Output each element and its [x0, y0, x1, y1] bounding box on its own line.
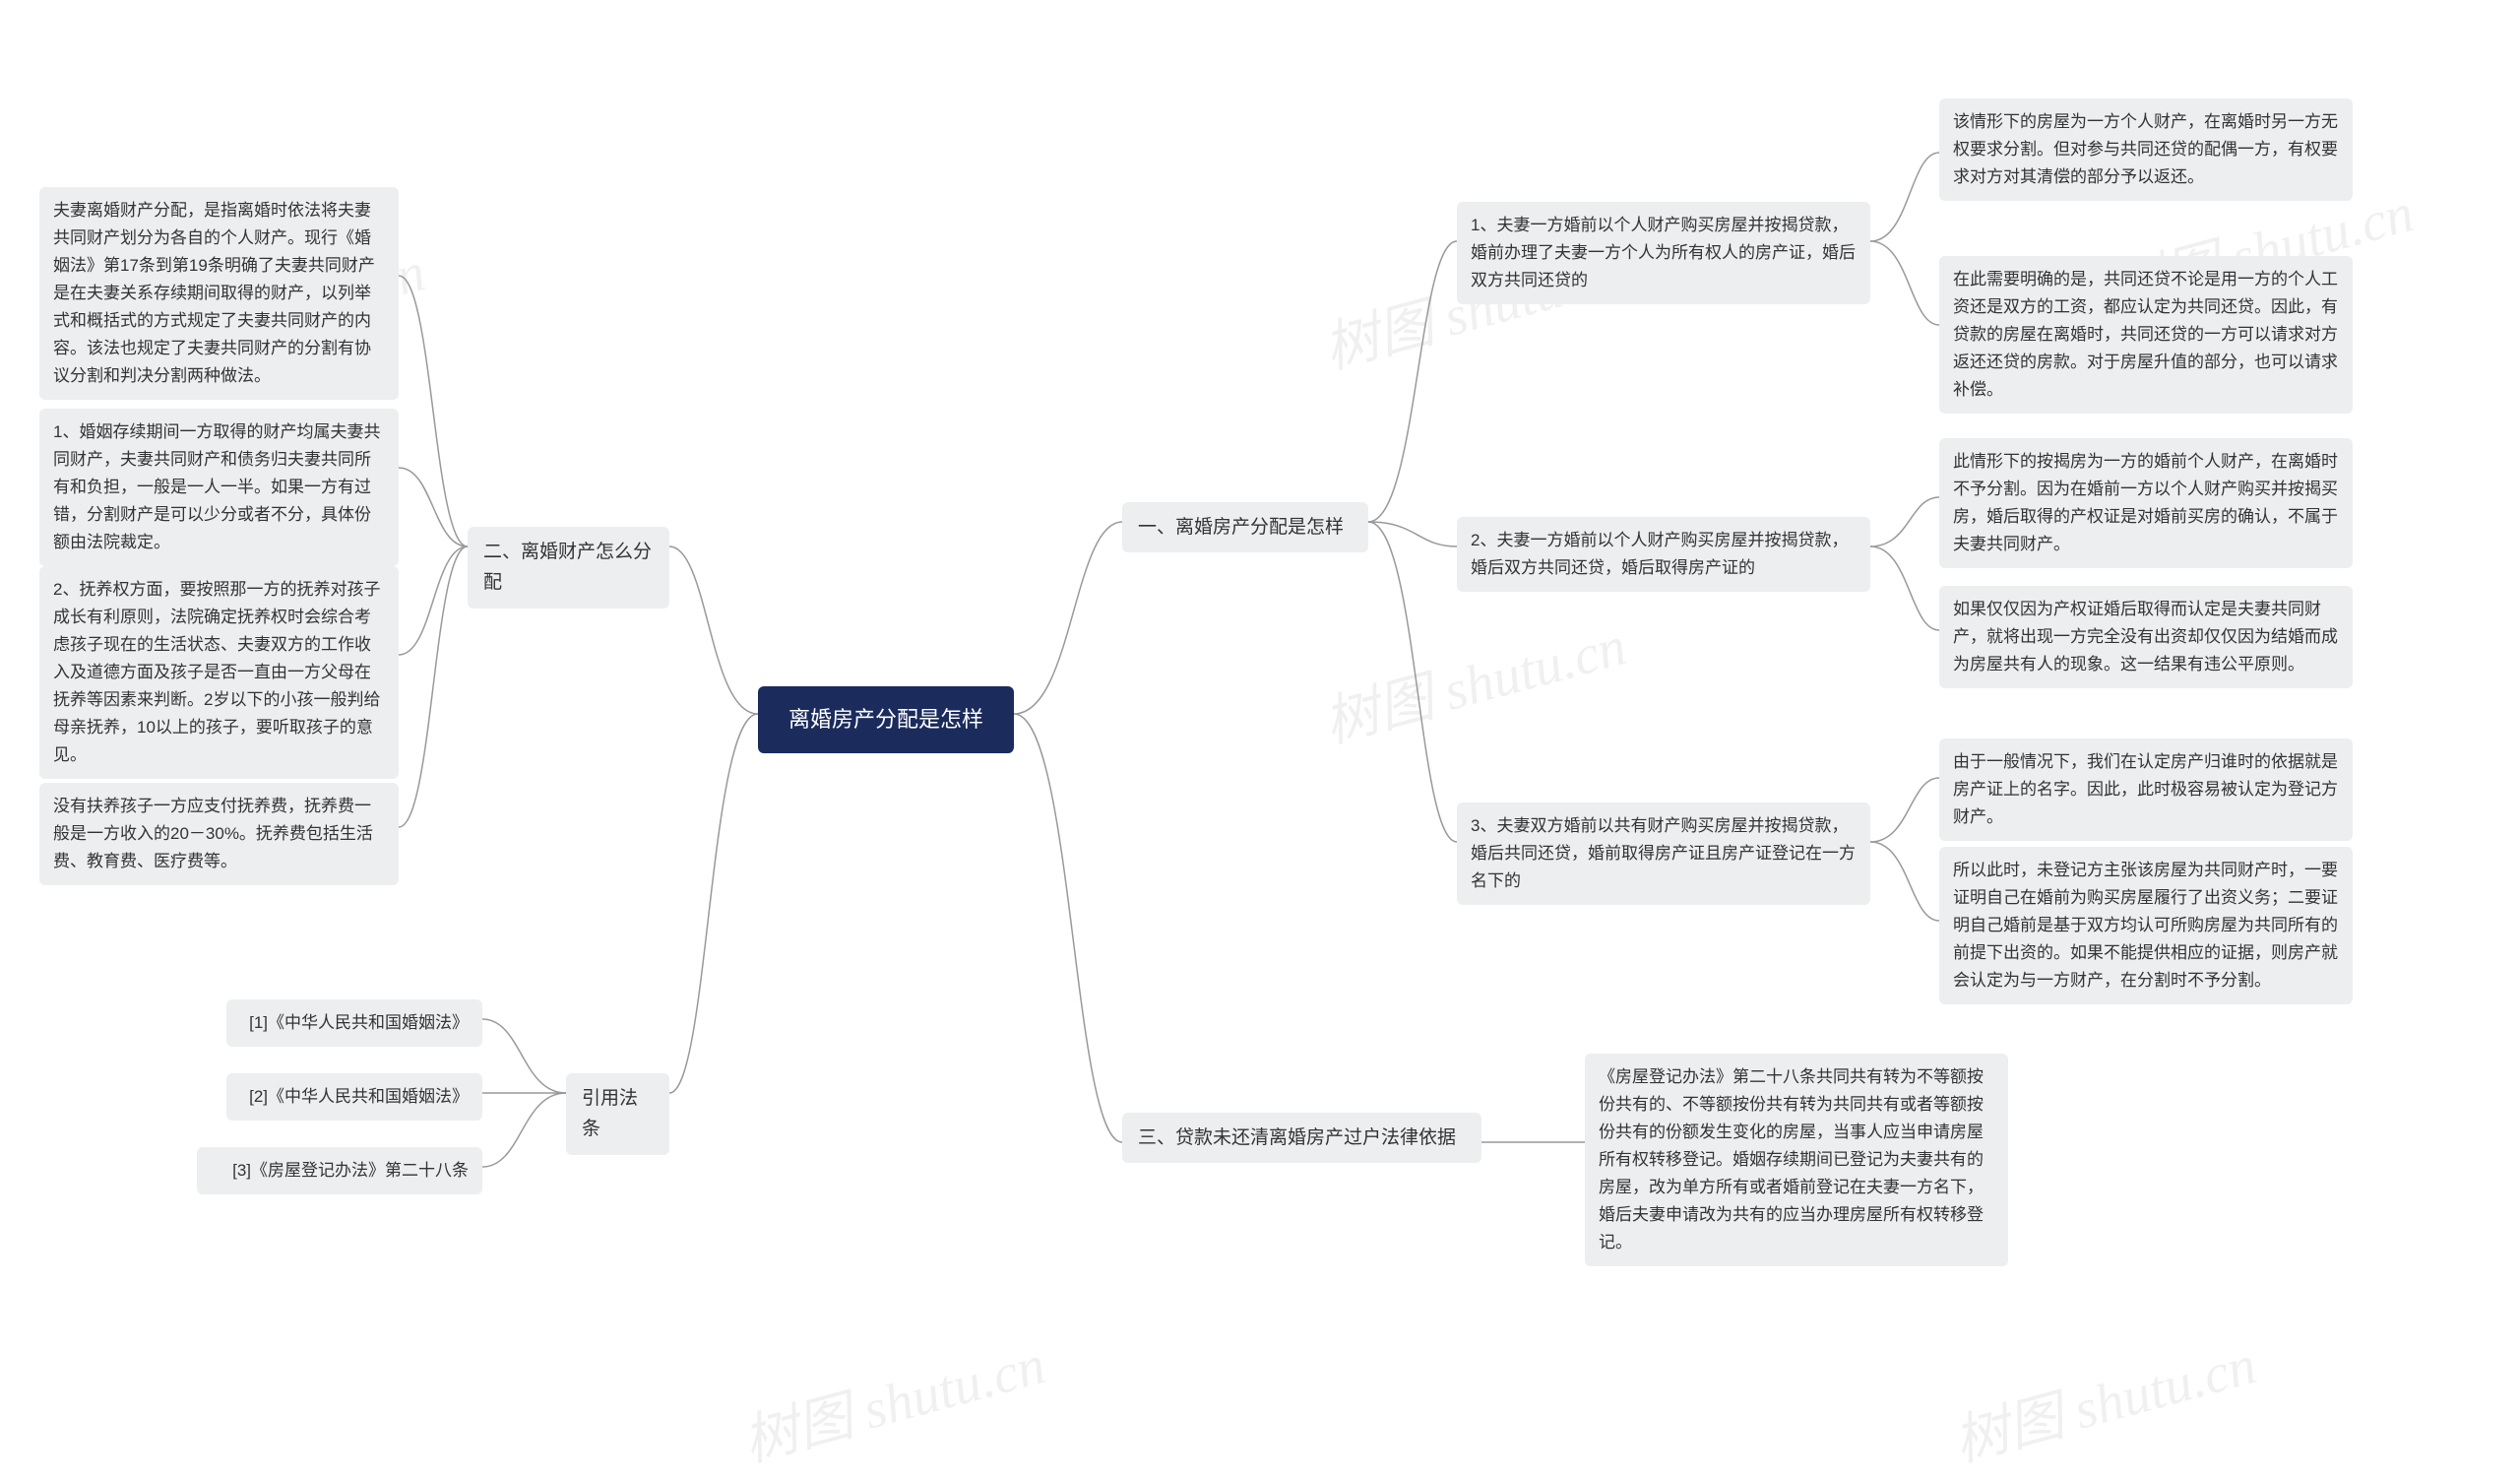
mindmap-root: 离婚房产分配是怎样 — [758, 686, 1014, 753]
watermark: 树图 shutu.cn — [1944, 1320, 2263, 1477]
watermark: 树图 shutu.cn — [1314, 602, 1633, 759]
branch-2-detail-2: 1、婚姻存续期间一方取得的财产均属夫妻共同财产，夫妻共同财产和债务归夫妻共同所有… — [39, 409, 399, 566]
branch-4-ref-2: [2]《中华人民共和国婚姻法》 — [226, 1073, 482, 1121]
branch-1-item-2: 2、夫妻一方婚前以个人财产购买房屋并按揭贷款，婚后双方共同还贷，婚后取得房产证的 — [1457, 517, 1870, 592]
branch-1-item-1-detail-1: 该情形下的房屋为一方个人财产，在离婚时另一方无权要求分割。但对参与共同还贷的配偶… — [1939, 98, 2353, 201]
branch-1-title: 一、离婚房产分配是怎样 — [1122, 502, 1368, 552]
branch-2-title: 二、离婚财产怎么分配 — [468, 527, 669, 609]
branch-1-item-2-detail-1: 此情形下的按揭房为一方的婚前个人财产，在离婚时不予分割。因为在婚前一方以个人财产… — [1939, 438, 2353, 568]
branch-1-item-1: 1、夫妻一方婚前以个人财产购买房屋并按揭贷款，婚前办理了夫妻一方个人为所有权人的… — [1457, 202, 1870, 304]
branch-4-ref-1: [1]《中华人民共和国婚姻法》 — [226, 999, 482, 1047]
branch-3-detail: 《房屋登记办法》第二十八条共同共有转为不等额按份共有的、不等额按份共有转为共同共… — [1585, 1054, 2008, 1266]
branch-2-detail-3: 2、抚养权方面，要按照那一方的抚养对孩子成长有利原则，法院确定抚养权时会综合考虑… — [39, 566, 399, 779]
branch-4-ref-3: [3]《房屋登记办法》第二十八条 — [197, 1147, 482, 1194]
branch-1-item-3-detail-1: 由于一般情况下，我们在认定房产归谁时的依据就是房产证上的名字。因此，此时极容易被… — [1939, 738, 2353, 841]
branch-1-item-3-detail-2: 所以此时，未登记方主张该房屋为共同财产时，一要证明自己在婚前为购买房屋履行了出资… — [1939, 847, 2353, 1004]
branch-2-detail-4: 没有扶养孩子一方应支付抚养费，抚养费一般是一方收入的20－30%。抚养费包括生活… — [39, 783, 399, 885]
branch-1-item-1-detail-2: 在此需要明确的是，共同还贷不论是用一方的个人工资还是双方的工资，都应认定为共同还… — [1939, 256, 2353, 414]
branch-1-item-3: 3、夫妻双方婚前以共有财产购买房屋并按揭贷款，婚后共同还贷，婚前取得房产证且房产… — [1457, 803, 1870, 905]
branch-4-title: 引用法条 — [566, 1073, 669, 1155]
branch-1-item-2-detail-2: 如果仅仅因为产权证婚后取得而认定是夫妻共同财产，就将出现一方完全没有出资却仅仅因… — [1939, 586, 2353, 688]
branch-3-title: 三、贷款未还清离婚房产过户法律依据 — [1122, 1113, 1481, 1163]
watermark: 树图 shutu.cn — [733, 1320, 1052, 1477]
branch-2-detail-1: 夫妻离婚财产分配，是指离婚时依法将夫妻共同财产划分为各自的个人财产。现行《婚姻法… — [39, 187, 399, 400]
